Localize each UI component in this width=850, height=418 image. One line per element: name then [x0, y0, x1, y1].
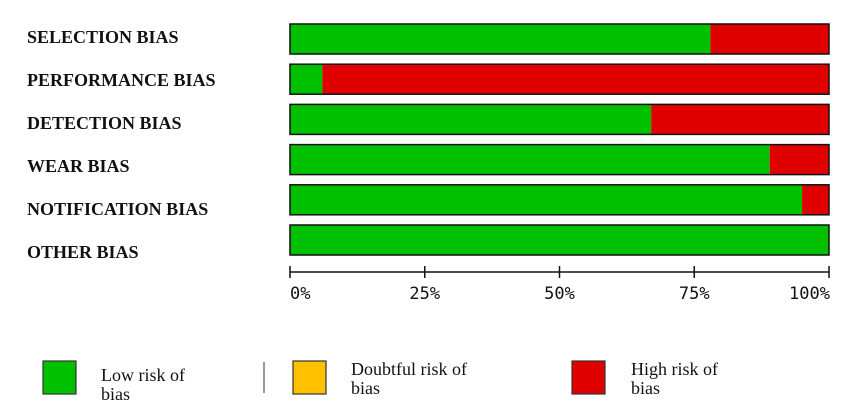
bar-outline-selection-bias	[289, 23, 830, 55]
x-tick-label-100: 100%	[789, 284, 830, 304]
bar-high-risk-of-bias-selection-bias	[710, 24, 829, 54]
bar-low-risk-of-bias-performance-bias	[290, 64, 323, 95]
legend-swatch-low-risk-of-bias	[42, 360, 77, 395]
legend-label-low-risk-of-bias-line2: bias	[101, 384, 130, 404]
category-label-performance-bias: PERFORMANCE BIAS	[27, 70, 216, 90]
bar-high-risk-of-bias-notification-bias	[802, 184, 829, 215]
bar-low-risk-of-bias-detection-bias	[290, 104, 652, 135]
x-axis: 0% 25% 50% 75% 100%	[289, 266, 830, 304]
bar-outline-detection-bias	[289, 103, 830, 136]
legend-swatch-high-risk-of-bias	[571, 360, 606, 395]
bar-low-risk-of-bias-selection-bias	[290, 24, 711, 54]
x-tick-label-75: 75%	[679, 284, 710, 304]
x-tick-label-0: 0%	[290, 284, 310, 304]
legend-label-doubtful-risk-of-bias: Doubtful risk of	[351, 359, 467, 379]
bar-outline-performance-bias	[289, 63, 830, 95]
bar-outline-other-bias	[289, 224, 830, 256]
category-label-notification-bias: NOTIFICATION BIAS	[27, 199, 208, 219]
bar-outline-wear-bias	[289, 143, 830, 176]
legend-swatch-doubtful-risk-of-bias	[292, 360, 327, 395]
legend-label-doubtful-risk-of-bias-line2: bias	[351, 378, 380, 398]
bar-low-risk-of-bias-other-bias	[290, 225, 829, 255]
category-labels: SELECTION BIAS PERFORMANCE BIAS DETECTION …	[27, 27, 216, 262]
category-label-selection-bias: SELECTION BIAS	[27, 27, 179, 47]
x-tick-label-25: 25%	[409, 284, 440, 304]
category-label-other-bias: OTHER BIAS	[27, 242, 139, 262]
bar-outline-notification-bias	[289, 184, 830, 216]
bars	[289, 23, 830, 256]
legend-label-high-risk-of-bias-line2: bias	[631, 378, 660, 398]
legend-label-high-risk-of-bias: High risk of	[631, 359, 718, 379]
legend-label-low-risk-of-bias: Low risk of	[101, 365, 185, 385]
bar-low-risk-of-bias-wear-bias	[290, 144, 770, 175]
bar-high-risk-of-bias-wear-bias	[769, 144, 829, 175]
bar-high-risk-of-bias-performance-bias	[322, 64, 829, 95]
category-label-wear-bias: WEAR BIAS	[27, 156, 130, 176]
bar-high-risk-of-bias-detection-bias	[651, 104, 829, 135]
category-label-detection-bias: DETECTION BIAS	[27, 113, 182, 133]
bar-low-risk-of-bias-notification-bias	[290, 184, 803, 215]
x-tick-label-50: 50%	[544, 284, 575, 304]
